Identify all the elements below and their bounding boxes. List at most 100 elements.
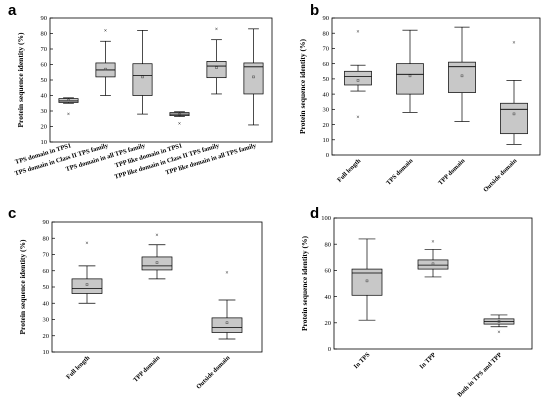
box-1: ×× xyxy=(344,30,372,121)
box-iqr xyxy=(396,63,424,95)
y-tick-label: 90 xyxy=(43,219,50,226)
box-1 xyxy=(351,238,383,321)
box-iqr xyxy=(344,70,372,86)
y-tick-label: 80 xyxy=(41,31,48,38)
y-tick-label: 10 xyxy=(323,137,330,144)
panel-a: a 10 20 30 40 50 60 70 80 90 Protein sequence ide… xyxy=(0,0,280,200)
box-iqr xyxy=(500,102,528,135)
box-mean xyxy=(408,74,412,78)
outlier-point: × xyxy=(431,240,434,246)
y-tick-label: 30 xyxy=(323,107,330,114)
y-tick-label: 50 xyxy=(43,284,50,291)
outlier-point: × xyxy=(155,233,158,239)
box-3 xyxy=(132,30,153,115)
panel-letter-a: a xyxy=(8,2,17,19)
outlier-point: × xyxy=(67,112,70,118)
y-tick-label: 0 xyxy=(326,152,329,159)
box-1: × xyxy=(58,97,79,118)
box-2 xyxy=(396,29,424,113)
box-4: × xyxy=(500,40,528,145)
y-tick-label: 20 xyxy=(41,124,48,131)
plot-frame xyxy=(49,17,273,143)
y-tick-label: 80 xyxy=(43,235,50,242)
panel-letter-c: c xyxy=(8,205,17,222)
box-5: × xyxy=(206,27,227,95)
box-3: × xyxy=(211,270,243,340)
outlier-point: × xyxy=(512,40,515,46)
y-tick-label: 20 xyxy=(43,333,50,340)
category-label: TPS domain xyxy=(385,157,415,187)
box-1: × xyxy=(71,241,103,304)
y-tick-label: 80 xyxy=(325,241,332,248)
box-mean xyxy=(141,75,144,79)
y-tick-label: 40 xyxy=(323,91,330,98)
panel-letter-b: b xyxy=(310,2,320,19)
category-label: Full length xyxy=(65,354,92,381)
y-tick-label: 60 xyxy=(41,62,48,69)
box-mean xyxy=(512,112,516,116)
box-mean xyxy=(155,261,159,264)
outlier-point: × xyxy=(356,115,359,121)
box-mean xyxy=(356,79,360,82)
y-axis-title: Protein sequence identity (%) xyxy=(300,235,309,331)
outlier-point: × xyxy=(497,330,500,336)
category-label: Outside domain xyxy=(482,157,519,194)
y-tick-label: 60 xyxy=(43,268,50,275)
box-mean xyxy=(178,112,181,116)
category-label: In TPP xyxy=(418,351,437,370)
box-mean xyxy=(252,75,255,79)
outlier-point: × xyxy=(85,241,88,247)
category-label: Full length xyxy=(336,157,363,184)
y-tick-label: 20 xyxy=(323,122,330,129)
box-3: × xyxy=(483,314,515,336)
box-4: × xyxy=(169,111,190,127)
box-mean xyxy=(85,283,89,286)
y-tick-label: 60 xyxy=(325,268,332,275)
box-iqr xyxy=(417,259,449,270)
panel-d: d 0 20 40 60 80 100 Protein sequence identity … xyxy=(282,205,550,407)
y-axis-title: Protein sequence identity (%) xyxy=(16,32,25,128)
chart-c: 10 20 30 40 50 60 70 80 90 Protein sequence ident… xyxy=(18,219,263,391)
outlier-point: × xyxy=(178,121,181,127)
box-mean xyxy=(67,98,70,102)
box-2: × xyxy=(95,28,116,96)
outlier-point: × xyxy=(225,270,228,276)
box-mean xyxy=(431,262,435,266)
y-tick-label: 90 xyxy=(41,15,48,22)
panel-letter-d: d xyxy=(310,205,320,222)
box-iqr xyxy=(71,278,103,294)
y-axis-title: Protein sequence identity (%) xyxy=(298,38,307,134)
box-iqr xyxy=(211,317,243,333)
box-iqr xyxy=(132,63,153,96)
y-tick-label: 0 xyxy=(328,346,331,353)
y-tick-label: 70 xyxy=(41,46,48,53)
y-tick-label: 30 xyxy=(41,108,48,115)
y-tick-label: 10 xyxy=(43,349,50,356)
y-tick-label: 20 xyxy=(325,320,332,327)
y-tick-label: 100 xyxy=(321,215,331,222)
y-tick-label: 40 xyxy=(43,300,50,307)
y-tick-label: 50 xyxy=(323,76,330,83)
category-label: Both in TPS and TPP xyxy=(456,351,503,398)
box-mean xyxy=(225,321,229,324)
outlier-point: × xyxy=(104,28,107,34)
box-mean xyxy=(215,66,218,69)
box-6 xyxy=(243,28,264,126)
chart-a: 10 20 30 40 50 60 70 80 90 Protein sequence ident… xyxy=(14,15,273,181)
y-tick-label: 70 xyxy=(323,46,330,53)
box-iqr xyxy=(351,268,383,296)
category-label: In TPS xyxy=(353,351,372,370)
box-iqr xyxy=(448,61,476,93)
outlier-point: × xyxy=(215,27,218,33)
box-iqr xyxy=(243,62,264,95)
y-tick-label: 80 xyxy=(323,30,330,37)
box-mean xyxy=(497,320,501,323)
chart-b: 0 10 20 30 40 50 60 70 80 90 Protein sequence iden… xyxy=(298,15,541,194)
panel-c: c 10 20 30 40 50 60 70 80 90 Protein sequence ide… xyxy=(0,205,280,407)
plot-frame xyxy=(331,17,541,156)
category-label: Outside domain xyxy=(195,354,232,391)
outlier-point: × xyxy=(356,30,359,36)
box-mean xyxy=(460,74,464,78)
plot-frame xyxy=(333,217,533,350)
box-mean xyxy=(104,67,107,71)
